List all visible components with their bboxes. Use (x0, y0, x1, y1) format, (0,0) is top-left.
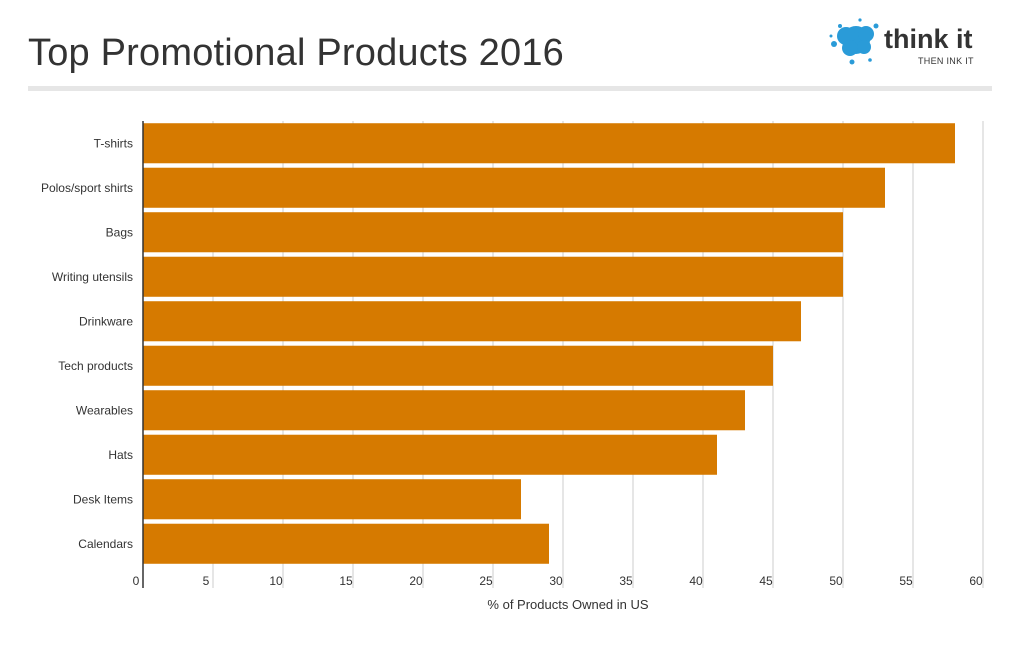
x-tick-label: 5 (203, 574, 210, 588)
brand-logo: think it THEN INK IT (826, 14, 986, 74)
bar (143, 390, 745, 431)
logo-tagline: THEN INK IT (918, 56, 974, 66)
x-tick-label: 15 (339, 574, 353, 588)
x-axis-title: % of Products Owned in US (487, 597, 648, 612)
x-tick-label: 40 (689, 574, 703, 588)
x-tick-label: 55 (899, 574, 913, 588)
category-label: Desk Items (73, 492, 133, 506)
x-tick-label: 50 (829, 574, 843, 588)
page-title: Top Promotional Products 2016 (28, 32, 565, 74)
category-label: Polos/sport shirts (41, 181, 133, 195)
x-tick-label: 10 (269, 574, 283, 588)
bar (143, 167, 885, 208)
bar (143, 523, 549, 564)
title-divider (28, 86, 992, 91)
bar (143, 301, 801, 342)
x-tick-label: 35 (619, 574, 633, 588)
logo-text: think it (884, 24, 973, 54)
x-tick-label: 60 (969, 574, 983, 588)
bar (143, 256, 843, 297)
bar (143, 212, 843, 253)
bar (143, 479, 521, 520)
category-label: Writing utensils (52, 270, 133, 284)
x-tick-label: 30 (549, 574, 563, 588)
bar (143, 123, 955, 164)
category-label: Calendars (78, 537, 133, 551)
category-label: Wearables (76, 403, 133, 417)
category-label: Bags (106, 225, 133, 239)
category-label: Tech products (58, 359, 133, 373)
x-tick-label: 0 (133, 574, 140, 588)
splash-icon (829, 18, 879, 65)
category-label: Drinkware (79, 314, 133, 328)
x-tick-label: 20 (409, 574, 423, 588)
x-tick-label: 45 (759, 574, 773, 588)
bar (143, 434, 717, 475)
category-label: Hats (108, 448, 133, 462)
category-label: T-shirts (94, 136, 133, 150)
x-tick-label: 25 (479, 574, 493, 588)
bar (143, 345, 773, 386)
